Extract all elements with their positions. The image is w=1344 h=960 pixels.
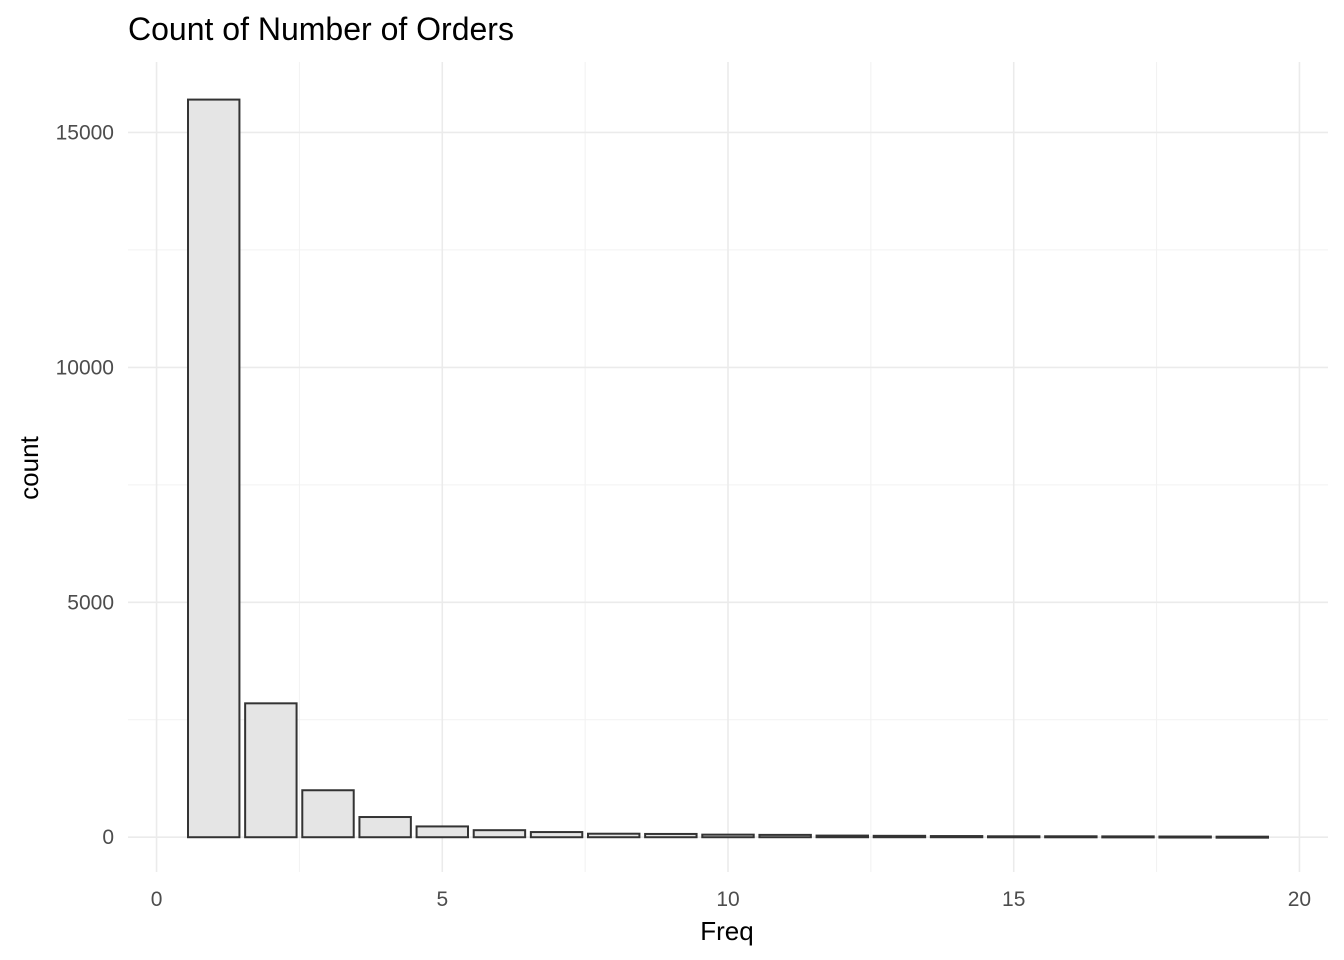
bar-freq-17 xyxy=(1101,835,1155,839)
bar-freq-18 xyxy=(1158,835,1212,839)
y-tick-label: 0 xyxy=(102,826,114,849)
bar-freq-12 xyxy=(815,834,869,839)
tick-labels: 0 5 10 15 20 0 5000 10000 15000 xyxy=(56,121,1312,911)
bar-freq-8 xyxy=(587,832,641,839)
bar-freq-2 xyxy=(244,702,298,839)
y-tick-label: 5000 xyxy=(67,591,114,614)
y-tick-label: 10000 xyxy=(56,356,114,379)
x-axis-title: Freq xyxy=(700,916,753,946)
chart-title: Count of Number of Orders xyxy=(128,11,514,47)
bar-freq-13 xyxy=(872,834,927,839)
bar-freq-7 xyxy=(529,831,584,839)
x-tick-label: 20 xyxy=(1288,888,1311,911)
x-tick-label: 15 xyxy=(1002,888,1025,911)
bar-freq-6 xyxy=(472,829,527,839)
x-tick-label: 10 xyxy=(716,888,739,911)
x-tick-label: 5 xyxy=(436,888,448,911)
y-axis-title: count xyxy=(14,435,44,499)
bar-freq-16 xyxy=(1044,835,1098,839)
bar-freq-19 xyxy=(1215,835,1269,839)
x-tick-label: 0 xyxy=(151,888,163,911)
bar-freq-1 xyxy=(187,98,241,839)
y-tick-label: 15000 xyxy=(56,121,114,144)
bar-freq-9 xyxy=(644,832,698,839)
grid-lines xyxy=(128,62,1328,872)
bars xyxy=(187,98,1269,839)
bar-freq-5 xyxy=(415,825,470,839)
bar-freq-4 xyxy=(358,816,412,839)
bar-freq-10 xyxy=(701,833,755,839)
bar-freq-14 xyxy=(929,835,984,839)
bar-freq-15 xyxy=(987,835,1041,839)
bar-freq-11 xyxy=(758,833,812,839)
bar-freq-3 xyxy=(301,789,355,839)
